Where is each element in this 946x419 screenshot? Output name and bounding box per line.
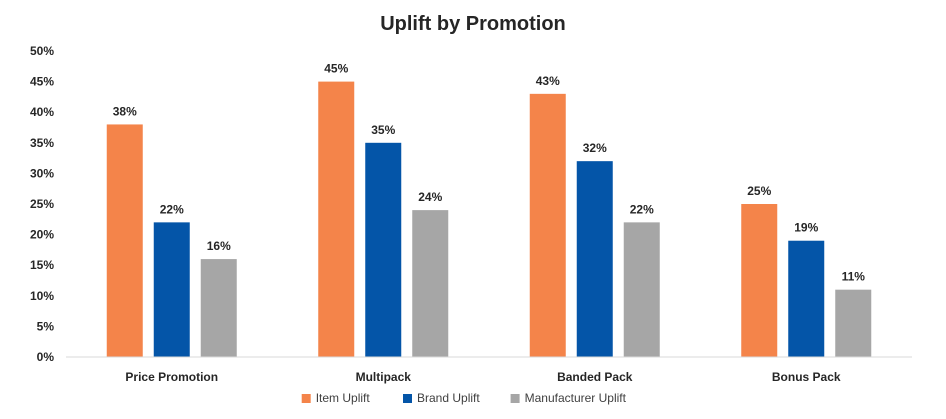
legend-label: Item Uplift [316,391,371,405]
legend-label: Brand Uplift [417,391,480,405]
x-category-label: Bonus Pack [772,370,841,384]
bar [412,210,449,357]
y-tick-label: 15% [30,258,54,272]
bar [576,161,613,357]
data-label: 32% [583,141,607,155]
legend-label: Manufacturer Uplift [525,391,627,405]
bar [741,204,778,357]
data-label: 11% [842,270,866,284]
bar [623,222,660,357]
x-category-label: Price Promotion [125,370,218,384]
x-category-label: Multipack [356,370,412,384]
data-label: 35% [371,123,395,137]
y-tick-label: 20% [30,228,54,242]
data-label: 43% [536,74,560,88]
legend-swatch [510,394,520,403]
legend-swatch [301,394,311,403]
x-axis: Price Promotion Multipack Banded Pack Bonus… [66,356,912,384]
y-tick-label: 0% [37,350,55,364]
bar [835,289,872,357]
bar [788,240,825,357]
y-tick-label: 25% [30,197,54,211]
bars: 38% 22% 16% 45% 35% 24% 43% 32% 22% 25% 19% 11% [106,62,872,357]
data-label: 45% [324,62,348,76]
y-tick-label: 5% [37,319,55,333]
y-tick-label: 10% [30,289,54,303]
bar [153,222,190,357]
y-tick-label: 45% [30,75,54,89]
bar [318,81,355,357]
bar [365,142,402,357]
bar [529,93,566,357]
bar [106,124,143,357]
y-axis: 0% 5% 10% 15% 20% 25% 30% 35% 40% 45% 50% [30,44,54,364]
data-label: 22% [630,202,654,216]
y-tick-label: 35% [30,136,54,150]
data-label: 22% [160,202,184,216]
x-category-label: Banded Pack [557,370,633,384]
y-tick-label: 40% [30,105,54,119]
data-label: 38% [113,104,137,118]
y-tick-label: 30% [30,166,54,180]
legend: Item Uplift Brand Uplift Manufacturer Upli… [301,391,627,405]
bar [200,259,237,357]
data-label: 25% [747,184,771,198]
chart-title: Uplift by Promotion [380,13,566,35]
data-label: 24% [418,190,442,204]
data-label: 19% [794,221,818,235]
y-tick-label: 50% [30,44,54,58]
data-label: 16% [207,239,231,253]
legend-swatch [403,394,412,403]
